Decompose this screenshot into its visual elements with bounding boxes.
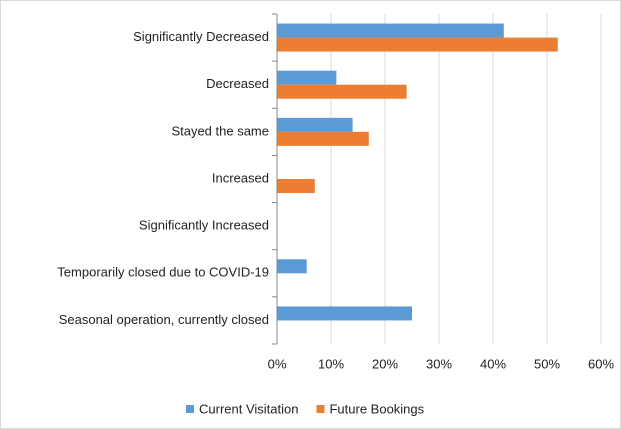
bar [277, 179, 315, 193]
x-tick-label: 50% [534, 356, 560, 371]
legend-swatch [186, 405, 194, 413]
x-tick-label: 60% [588, 356, 614, 371]
y-tick-label: Temporarily closed due to COVID-19 [57, 265, 269, 280]
bar [277, 117, 353, 132]
y-tick-label: Seasonal operation, currently closed [59, 312, 269, 327]
legend-label: Future Bookings [329, 401, 424, 416]
y-tick-label: Significantly Increased [139, 218, 269, 233]
x-tick-label: 40% [480, 356, 506, 371]
y-tick-label: Stayed the same [171, 123, 269, 138]
x-tick-label: 10% [318, 356, 344, 371]
bar [277, 84, 407, 99]
bar [277, 259, 307, 274]
y-tick-label: Decreased [206, 76, 269, 91]
x-tick-label: 30% [426, 356, 452, 371]
bar [277, 131, 369, 146]
x-tick-label: 0% [268, 356, 287, 371]
bar [277, 23, 504, 38]
y-tick-label: Significantly Decreased [133, 29, 269, 44]
x-tick-label: 20% [372, 356, 398, 371]
bar [277, 37, 558, 52]
legend-swatch [316, 405, 325, 413]
bar [277, 70, 337, 85]
legend-label: Current Visitation [199, 401, 298, 416]
y-tick-label: Increased [212, 170, 269, 185]
bar [277, 306, 412, 321]
